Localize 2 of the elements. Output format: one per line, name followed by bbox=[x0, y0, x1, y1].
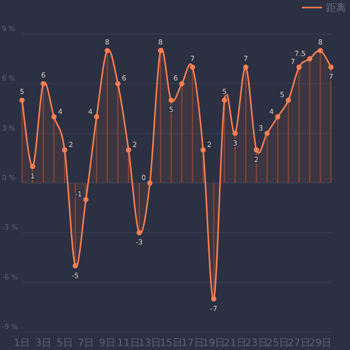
legend: 距离 bbox=[302, 3, 346, 14]
legend-label: 距离 bbox=[326, 2, 346, 14]
